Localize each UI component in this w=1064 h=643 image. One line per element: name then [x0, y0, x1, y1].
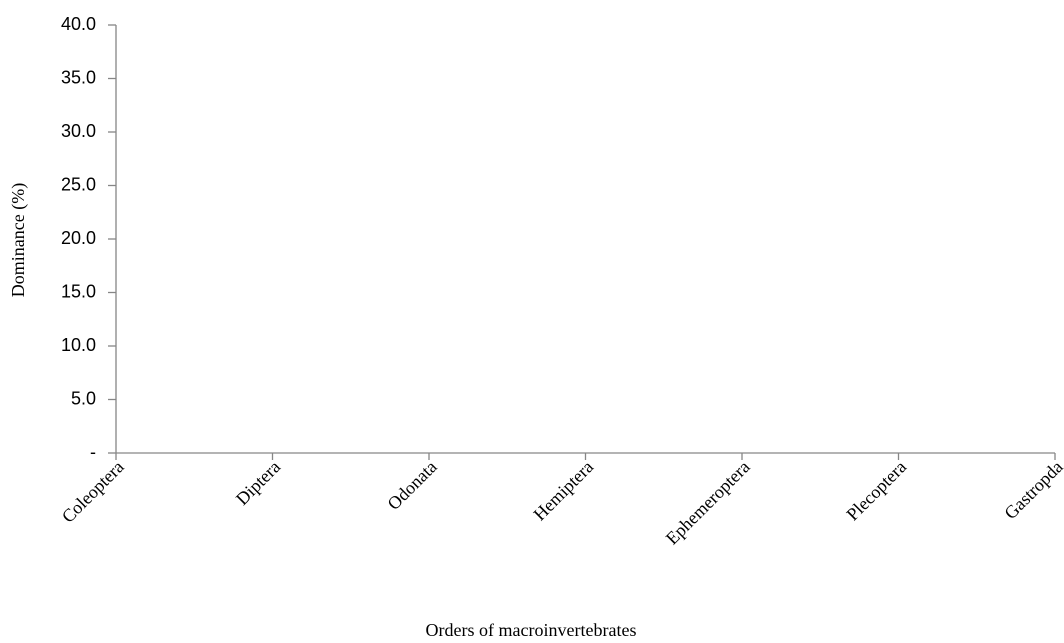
- y-tick-label: 10.0: [61, 335, 96, 355]
- x-tick-label: Gastropda: [1000, 457, 1064, 523]
- y-tick-label: 15.0: [61, 281, 96, 301]
- x-tick-label: Ephemeroptera: [662, 457, 754, 549]
- y-tick-label: 25.0: [61, 174, 96, 194]
- y-axis-title: Dominance (%): [8, 183, 29, 297]
- y-tick-label: -: [90, 442, 96, 462]
- y-tick-label: 5.0: [71, 388, 96, 408]
- y-tick-label: 35.0: [61, 67, 96, 87]
- y-tick-label: 30.0: [61, 121, 96, 141]
- x-tick-label: Odonata: [383, 457, 440, 514]
- x-axis-title: Orders of macroinvertebrates: [426, 620, 637, 640]
- x-tick-label: Diptera: [232, 457, 284, 509]
- x-tick-label: Coleoptera: [58, 457, 128, 527]
- x-tick-label: Hemiptera: [529, 457, 597, 525]
- y-tick-label: 20.0: [61, 228, 96, 248]
- x-tick-label: Plecoptera: [842, 457, 910, 525]
- y-tick-label: 40.0: [61, 14, 96, 34]
